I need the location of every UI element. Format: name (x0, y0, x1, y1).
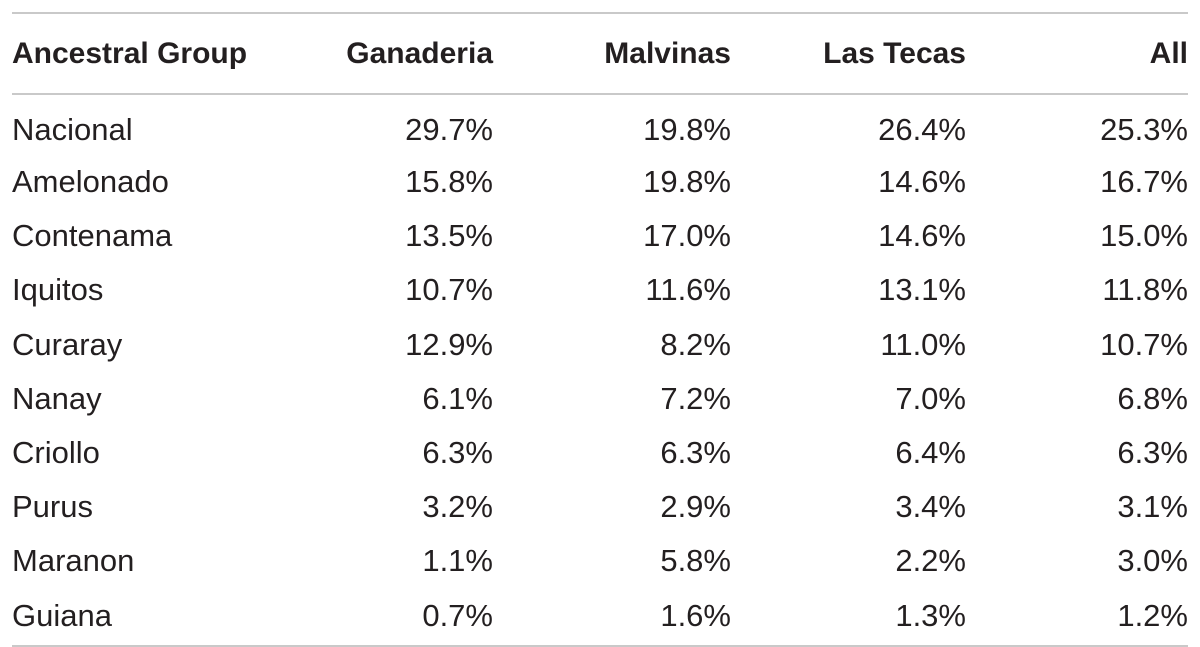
malvinas-value: 2.9% (660, 489, 731, 525)
ganaderia-value: 6.1% (422, 380, 493, 416)
header-las-tecas: Las Tecas (823, 36, 966, 70)
table-row: Guiana 0.7% 1.6% 1.3% 1.2% (12, 589, 1188, 643)
header-malvinas: Malvinas (604, 36, 731, 70)
las-tecas-value: 14.6% (878, 164, 966, 200)
group-name: Amelonado (12, 164, 169, 200)
header-ganaderia: Ganaderia (346, 36, 493, 70)
malvinas-value: 6.3% (660, 435, 731, 471)
table-row: Contenama 13.5% 17.0% 14.6% 15.0% (12, 209, 1188, 263)
ganaderia-value: 12.9% (405, 326, 493, 362)
ancestry-table: Ancestral Group Ganaderia Malvinas Las T… (12, 14, 1188, 643)
malvinas-value: 19.8% (643, 112, 731, 147)
all-value: 16.7% (1100, 164, 1188, 200)
table-row: Curaray 12.9% 8.2% 11.0% 10.7% (12, 318, 1188, 372)
group-name: Nanay (12, 380, 102, 416)
all-value: 3.1% (1117, 489, 1188, 525)
header-ancestral-group: Ancestral Group (12, 36, 248, 70)
malvinas-value: 7.2% (660, 380, 731, 416)
group-name: Nacional (12, 112, 133, 147)
las-tecas-value: 14.6% (878, 218, 966, 254)
las-tecas-value: 3.4% (895, 489, 966, 525)
bottom-rule (12, 645, 1188, 647)
table-row: Nanay 6.1% 7.2% 7.0% 6.8% (12, 372, 1188, 426)
all-value: 11.8% (1102, 272, 1188, 308)
table-row: Maranon 1.1% 5.8% 2.2% 3.0% (12, 534, 1188, 588)
ganaderia-value: 6.3% (422, 435, 493, 471)
all-value: 6.8% (1117, 380, 1188, 416)
table-row: Nacional 29.7% 19.8% 26.4% 25.3% (12, 93, 1188, 155)
table-body: Nacional 29.7% 19.8% 26.4% 25.3% Amelona… (12, 93, 1188, 643)
las-tecas-value: 7.0% (895, 380, 966, 416)
las-tecas-value: 6.4% (895, 435, 966, 471)
malvinas-value: 1.6% (660, 597, 731, 633)
all-value: 1.2% (1117, 597, 1188, 633)
table-header: Ancestral Group Ganaderia Malvinas Las T… (12, 14, 1188, 93)
ganaderia-value: 1.1% (422, 543, 493, 579)
table-row: Amelonado 15.8% 19.8% 14.6% 16.7% (12, 155, 1188, 209)
malvinas-value: 8.2% (660, 326, 731, 362)
all-value: 15.0% (1100, 218, 1188, 254)
malvinas-value: 11.6% (645, 272, 731, 308)
las-tecas-value: 13.1% (878, 272, 966, 308)
group-name: Curaray (12, 326, 123, 362)
group-name: Criollo (12, 435, 100, 471)
las-tecas-value: 26.4% (878, 112, 966, 147)
group-name: Contenama (12, 218, 173, 254)
group-name: Maranon (12, 543, 135, 579)
table-row: Iquitos 10.7% 11.6% 13.1% 11.8% (12, 263, 1188, 317)
las-tecas-value: 11.0% (880, 326, 966, 362)
malvinas-value: 5.8% (660, 543, 731, 579)
header-row: Ancestral Group Ganaderia Malvinas Las T… (12, 14, 1188, 93)
ganaderia-value: 29.7% (405, 112, 493, 147)
ganaderia-value: 13.5% (405, 218, 493, 254)
all-value: 3.0% (1117, 543, 1188, 579)
table-row: Criollo 6.3% 6.3% 6.4% 6.3% (12, 426, 1188, 480)
malvinas-value: 17.0% (643, 218, 731, 254)
las-tecas-value: 1.3% (895, 597, 966, 633)
ganaderia-value: 3.2% (422, 489, 493, 525)
las-tecas-value: 2.2% (895, 543, 966, 579)
header-rule (12, 93, 1188, 95)
ganaderia-value: 10.7% (405, 272, 493, 308)
all-value: 10.7% (1100, 326, 1188, 362)
group-name: Purus (12, 489, 93, 525)
header-all: All (1149, 36, 1188, 70)
group-name: Iquitos (12, 272, 104, 308)
all-value: 25.3% (1100, 112, 1188, 147)
ganaderia-value: 0.7% (422, 597, 493, 633)
malvinas-value: 19.8% (643, 164, 731, 200)
ganaderia-value: 15.8% (405, 164, 493, 200)
table-row: Purus 3.2% 2.9% 3.4% 3.1% (12, 480, 1188, 534)
group-name: Guiana (12, 597, 112, 633)
top-rule (12, 12, 1188, 14)
all-value: 6.3% (1117, 435, 1188, 471)
